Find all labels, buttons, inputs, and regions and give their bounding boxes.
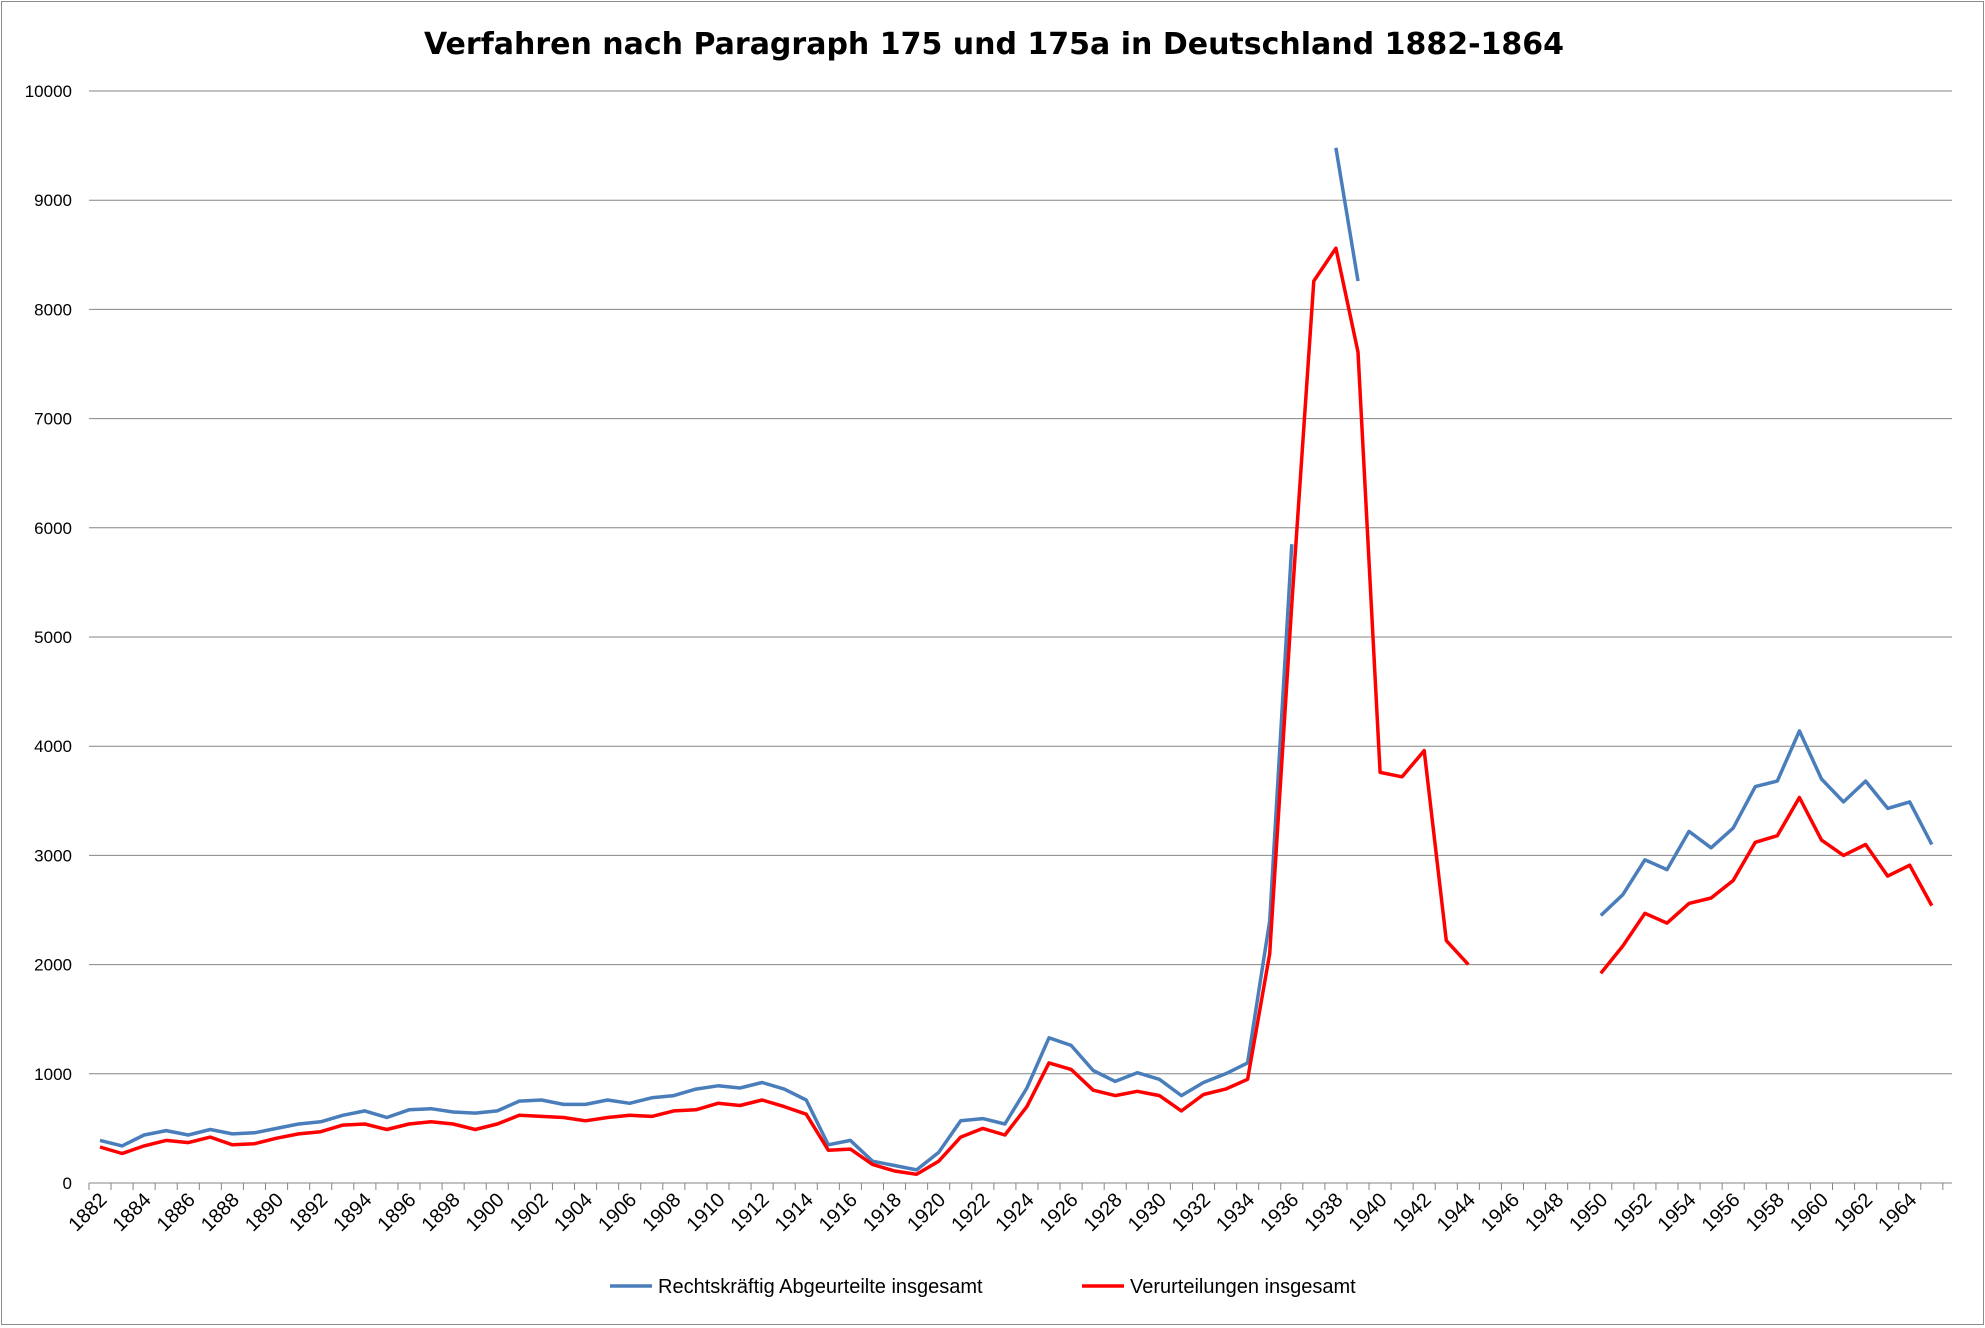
x-tick-label: 1960	[1786, 1189, 1833, 1236]
series-line-verurteilungen	[99, 246, 1934, 1177]
y-tick-label: 8000	[34, 300, 72, 319]
x-tick-label: 1936	[1256, 1189, 1303, 1236]
x-tick-label: 1902	[506, 1189, 553, 1236]
x-tick-label: 1900	[462, 1189, 509, 1236]
x-tick-label: 1924	[991, 1189, 1038, 1236]
x-tick-label: 1952	[1609, 1189, 1656, 1236]
legend-label: Rechtskräftig Abgeurteilte insgesamt	[658, 1276, 983, 1298]
x-tick-label: 1906	[594, 1189, 641, 1236]
x-axis	[88, 1182, 1952, 1190]
x-tick-label: 1912	[727, 1189, 774, 1236]
y-tick-label: 7000	[34, 410, 72, 429]
x-tick-label: 1964	[1874, 1189, 1921, 1236]
x-tick-label: 1888	[197, 1189, 244, 1236]
x-tick-label: 1928	[1080, 1189, 1127, 1236]
x-tick-label: 1884	[109, 1189, 156, 1236]
x-tick-label: 1922	[947, 1189, 994, 1236]
data-series	[99, 147, 1934, 1177]
x-tick-label: 1932	[1168, 1189, 1215, 1236]
x-tick-label: 1908	[638, 1189, 685, 1236]
x-tick-label: 1930	[1124, 1189, 1171, 1236]
x-tick-label: 1950	[1565, 1189, 1612, 1236]
x-tick-label: 1882	[65, 1189, 112, 1236]
y-tick-label: 1000	[34, 1065, 72, 1084]
x-tick-label: 1946	[1477, 1189, 1524, 1236]
x-tick-label: 1898	[418, 1189, 465, 1236]
x-tick-label: 1954	[1654, 1189, 1701, 1236]
y-tick-label: 0	[63, 1174, 72, 1193]
x-tick-label: 1886	[153, 1189, 200, 1236]
x-tick-label: 1958	[1742, 1189, 1789, 1236]
y-tick-label: 2000	[34, 956, 72, 975]
y-tick-label: 4000	[34, 737, 72, 756]
x-tick-label: 1904	[550, 1189, 597, 1236]
x-tick-label: 1918	[859, 1189, 906, 1236]
y-tick-label: 10000	[25, 82, 72, 101]
x-tick-label: 1942	[1389, 1189, 1436, 1236]
y-tick-label: 9000	[34, 191, 72, 210]
series-line-abgeurteilte	[99, 147, 1934, 1172]
x-tick-label: 1914	[771, 1189, 818, 1236]
gridlines	[89, 90, 1952, 1075]
y-tick-label: 5000	[34, 628, 72, 647]
x-tick-label: 1896	[373, 1189, 420, 1236]
x-tick-label: 1934	[1212, 1189, 1259, 1236]
x-tick-label: 1938	[1300, 1189, 1347, 1236]
x-tick-label: 1920	[903, 1189, 950, 1236]
chart-title: Verfahren nach Paragraph 175 und 175a in…	[424, 27, 1564, 62]
x-tick-label: 1894	[329, 1189, 376, 1236]
x-tick-label: 1948	[1521, 1189, 1568, 1236]
x-tick-label: 1944	[1433, 1189, 1480, 1236]
x-axis-tick-labels: 1882188418861888189018921894189618981900…	[65, 1189, 1922, 1236]
y-tick-label: 3000	[34, 846, 72, 865]
legend: Rechtskräftig Abgeurteilte insgesamt Veru…	[610, 1276, 1356, 1298]
y-axis-tick-labels: 0 1000 2000 3000 4000 5000 6000 7000 8000 9000 100…	[25, 82, 72, 1193]
x-tick-label: 1892	[285, 1189, 332, 1236]
x-tick-label: 1916	[815, 1189, 862, 1236]
x-tick-label: 1940	[1345, 1189, 1392, 1236]
x-tick-label: 1962	[1830, 1189, 1877, 1236]
x-tick-label: 1910	[682, 1189, 729, 1236]
legend-label: Verurteilungen insgesamt	[1130, 1276, 1356, 1298]
y-tick-label: 6000	[34, 519, 72, 538]
x-tick-label: 1956	[1698, 1189, 1745, 1236]
x-tick-label: 1926	[1036, 1189, 1083, 1236]
x-tick-label: 1890	[241, 1189, 288, 1236]
